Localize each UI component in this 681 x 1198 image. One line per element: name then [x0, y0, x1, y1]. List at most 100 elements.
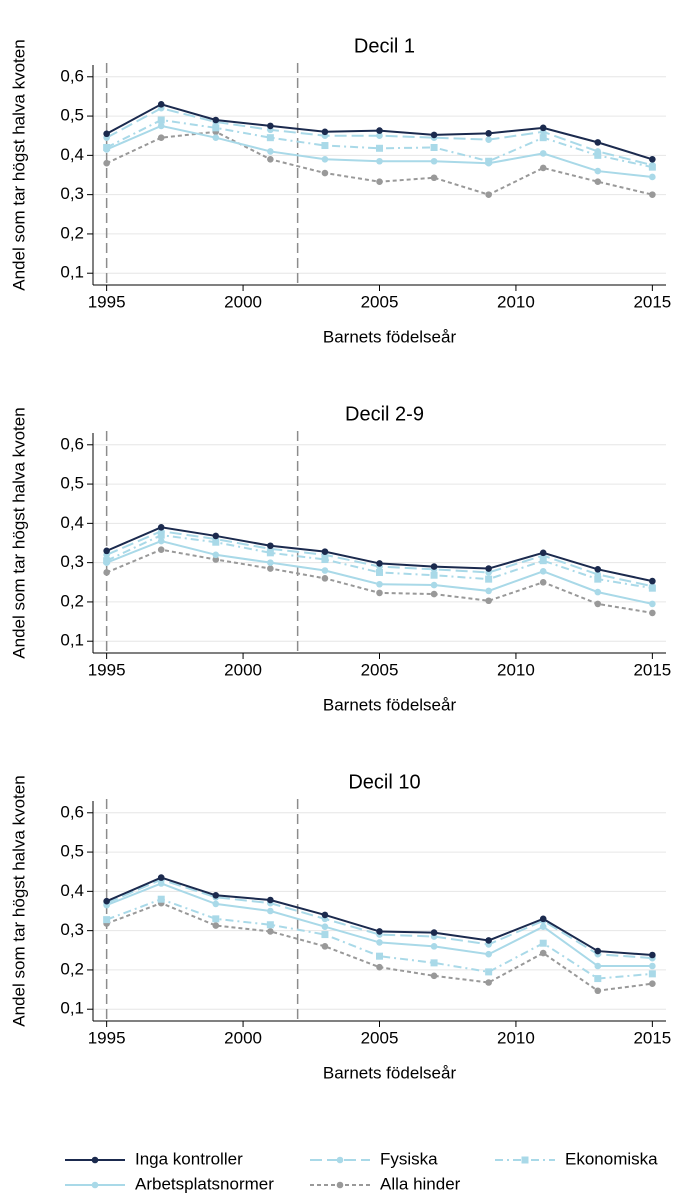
y-tick-label: 0,6	[60, 802, 84, 821]
point	[539, 567, 547, 575]
point	[430, 571, 438, 579]
legend-label: Fysiska	[380, 1149, 438, 1168]
point	[594, 588, 602, 596]
x-tick-label: 2010	[497, 292, 535, 311]
point	[212, 551, 220, 559]
point	[212, 900, 220, 908]
point	[376, 963, 383, 971]
point	[212, 124, 220, 132]
point	[266, 134, 274, 142]
point	[430, 563, 438, 570]
point	[485, 130, 492, 137]
point	[594, 148, 602, 155]
series-line	[106, 534, 653, 590]
legend-label: Inga kontroller	[135, 1149, 243, 1168]
point	[649, 161, 656, 169]
point	[485, 575, 493, 583]
point	[157, 116, 165, 124]
point	[594, 600, 602, 608]
legend-marker	[91, 1156, 99, 1164]
y-tick-label: 0,4	[60, 881, 84, 900]
y-tick-label: 0,1	[60, 999, 84, 1018]
point	[430, 581, 438, 589]
point	[266, 921, 274, 929]
point	[485, 979, 492, 986]
x-tick-label: 2015	[633, 292, 671, 311]
point	[485, 950, 492, 958]
x-axis-label: Barnets födelseår	[323, 1063, 457, 1082]
point	[157, 523, 165, 531]
point	[649, 582, 656, 590]
y-tick-label: 0,4	[60, 513, 84, 532]
x-tick-label: 2000	[224, 660, 262, 679]
point	[485, 565, 492, 572]
point	[649, 155, 656, 163]
point	[376, 132, 383, 140]
point	[267, 155, 274, 163]
point	[539, 134, 547, 142]
point	[376, 560, 383, 567]
y-tick-label: 0,4	[60, 145, 84, 164]
y-tick-label: 0,2	[60, 223, 84, 242]
point	[267, 148, 274, 155]
y-tick-label: 0,6	[60, 66, 84, 85]
x-tick-label: 2005	[361, 1028, 399, 1047]
point	[430, 157, 438, 165]
point	[430, 959, 438, 967]
x-tick-label: 2015	[633, 1028, 671, 1047]
y-tick-label: 0,2	[60, 591, 84, 610]
x-tick-label: 1995	[88, 660, 126, 679]
point	[539, 949, 547, 957]
point	[157, 895, 165, 903]
y-tick-label: 0,5	[60, 106, 84, 125]
point	[267, 559, 274, 566]
point	[539, 923, 547, 931]
point	[485, 587, 492, 595]
point	[594, 167, 602, 175]
point	[539, 150, 547, 157]
point	[485, 136, 492, 143]
point	[430, 943, 438, 950]
point	[376, 144, 383, 152]
point	[649, 577, 656, 585]
point	[267, 928, 274, 935]
point	[594, 962, 602, 970]
x-tick-label: 2000	[224, 1028, 262, 1047]
point	[321, 155, 329, 163]
point	[103, 897, 110, 905]
point	[212, 891, 220, 899]
y-tick-label: 0,1	[60, 263, 84, 282]
point	[485, 191, 492, 198]
point	[594, 575, 602, 583]
point	[594, 571, 602, 578]
y-axis-label: Andel som tar högst halva kvoten	[9, 39, 28, 290]
series-line	[106, 118, 653, 169]
x-tick-label: 2005	[361, 660, 399, 679]
point	[321, 128, 329, 136]
point	[539, 557, 547, 565]
x-tick-label: 2010	[497, 660, 535, 679]
point	[212, 922, 220, 929]
point	[485, 968, 493, 976]
point	[157, 874, 165, 881]
point	[649, 609, 656, 617]
point	[157, 537, 165, 545]
point	[376, 952, 383, 960]
point	[649, 191, 656, 198]
point	[594, 947, 602, 955]
x-tick-label: 2015	[633, 660, 671, 679]
panel-title: Decil 1	[354, 35, 415, 57]
point	[157, 134, 165, 141]
x-tick-label: 2000	[224, 292, 262, 311]
y-tick-label: 0,6	[60, 434, 84, 453]
point	[430, 590, 438, 598]
point	[267, 907, 274, 915]
legend-marker	[91, 1181, 99, 1189]
point	[485, 937, 492, 944]
point	[321, 548, 329, 555]
y-tick-label: 0,2	[60, 959, 84, 978]
y-tick-label: 0,3	[60, 920, 84, 939]
point	[539, 939, 547, 947]
point	[103, 144, 111, 151]
point	[594, 151, 602, 159]
